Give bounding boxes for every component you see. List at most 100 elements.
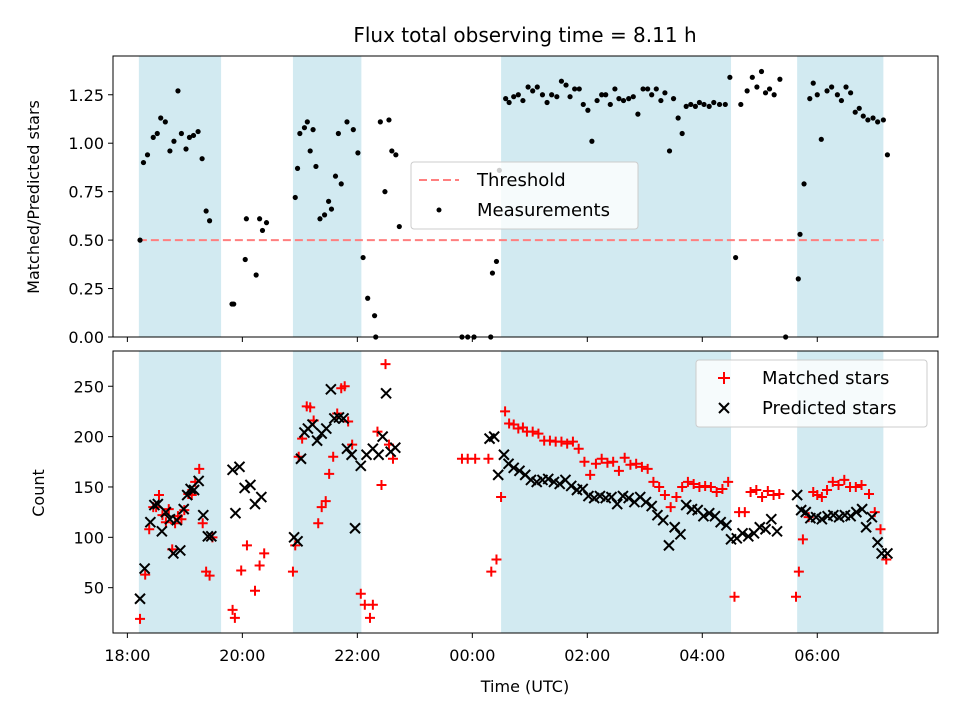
- matched-star-point: [613, 465, 624, 476]
- measurement-point: [539, 92, 546, 98]
- measurement-point: [325, 198, 332, 204]
- observing-band-0: [138, 56, 222, 337]
- measurement-point: [870, 115, 876, 121]
- matched-star-point: [316, 502, 327, 513]
- measurement-point: [607, 101, 613, 108]
- x-tick-label: 22:00: [334, 646, 380, 665]
- matched-star-point: [500, 406, 511, 417]
- measurement-point: [580, 101, 586, 108]
- measurement-point: [766, 86, 773, 92]
- measurement-point: [304, 119, 310, 125]
- predicted-star-point: [337, 412, 350, 425]
- measurement-point: [360, 254, 366, 261]
- matched-star-point: [313, 518, 324, 529]
- measurement-point: [848, 90, 854, 96]
- measurement-point: [186, 134, 193, 140]
- measurement-point: [688, 101, 694, 108]
- count-plot-frame: [112, 350, 939, 634]
- predicted-star-point: [720, 519, 733, 531]
- predicted-star-point: [229, 507, 242, 519]
- matched-star-point: [372, 426, 383, 437]
- predicted-star-point: [197, 509, 209, 521]
- x-tick-label: 04:00: [679, 646, 725, 665]
- measurement-point: [594, 97, 600, 104]
- measurement-point: [503, 96, 509, 102]
- measurement-markers: [137, 68, 891, 340]
- matched-star-point: [602, 457, 613, 468]
- measurement-point: [875, 119, 881, 125]
- matched-star-point: [856, 479, 867, 490]
- matched-star-point: [881, 554, 892, 565]
- matched-star-point: [241, 540, 252, 551]
- matched-legend-swatch: [718, 372, 730, 384]
- y-tick-label: 150: [73, 478, 104, 497]
- y-tick-label: 200: [73, 428, 104, 447]
- matched-star-point: [739, 507, 750, 518]
- predicted-star-point: [192, 475, 205, 487]
- predicted-star-point: [860, 521, 872, 533]
- measurement-point: [544, 99, 550, 106]
- measurement-point: [630, 94, 636, 100]
- measurement-point: [679, 130, 685, 137]
- measurement-point: [534, 84, 540, 90]
- predicted-star-point: [372, 449, 385, 461]
- measurement-point: [171, 138, 177, 144]
- measurement-point: [525, 84, 531, 90]
- measurement-point: [829, 84, 835, 90]
- predicted-star-point: [144, 516, 157, 528]
- figure-title: Flux total observing time = 8.11 h: [353, 23, 696, 47]
- predicted-legend-label: Predicted stars: [762, 398, 896, 419]
- matched-star-point: [875, 524, 886, 535]
- predicted-star-point: [645, 500, 658, 512]
- measurement-point: [843, 84, 849, 90]
- matched-star-point: [324, 468, 335, 479]
- matched-star-point: [816, 492, 827, 503]
- matched-star-point: [470, 453, 481, 464]
- measurement-point: [670, 96, 677, 102]
- measurement-point: [493, 258, 500, 265]
- measurement-point: [549, 92, 555, 98]
- matched-star-point: [654, 481, 665, 492]
- predicted-star-point: [174, 544, 186, 557]
- count-y-label: Count: [29, 469, 48, 517]
- measurement-point: [865, 117, 871, 123]
- measurement-point: [554, 94, 560, 100]
- predicted-star-point: [376, 430, 389, 443]
- measurement-point: [777, 76, 783, 82]
- matched-star-point: [585, 469, 596, 480]
- matched-star-point: [197, 518, 208, 529]
- measurement-point: [744, 88, 750, 94]
- predicted-star-point: [657, 514, 669, 526]
- measurement-point: [818, 136, 824, 142]
- measurement-point: [675, 115, 681, 121]
- measurement-point: [350, 127, 356, 133]
- matched-star-point: [504, 418, 515, 429]
- y-tick-label: 0.50: [68, 231, 104, 250]
- matched-star-point: [527, 426, 538, 437]
- measurement-point: [620, 97, 627, 104]
- predicted-star-point: [160, 506, 172, 518]
- predicted-star-point: [771, 525, 783, 537]
- predicted-star-point: [244, 479, 257, 491]
- predicted-star-point: [255, 491, 268, 503]
- count-legend: Matched stars Predicted stars: [695, 359, 928, 428]
- matched-star-point: [648, 476, 659, 487]
- measurement-point: [852, 109, 858, 115]
- predicted-star-point: [188, 484, 200, 496]
- matched-star-point: [682, 476, 693, 487]
- predicted-star-point: [844, 510, 857, 522]
- matched-star-point: [254, 560, 265, 571]
- predicted-star-point: [492, 469, 504, 481]
- predicted-star-point: [181, 489, 193, 501]
- predicted-star-point: [697, 510, 710, 522]
- matched-star-point: [376, 479, 387, 490]
- observing-band-1: [292, 56, 362, 337]
- measurement-point: [834, 92, 840, 98]
- measurement-point: [640, 86, 646, 92]
- matched-star-point: [328, 451, 339, 462]
- matched-star-point: [562, 438, 573, 449]
- measurement-point: [683, 103, 689, 109]
- matched-star-point: [793, 566, 804, 577]
- predicted-star-point: [345, 449, 358, 461]
